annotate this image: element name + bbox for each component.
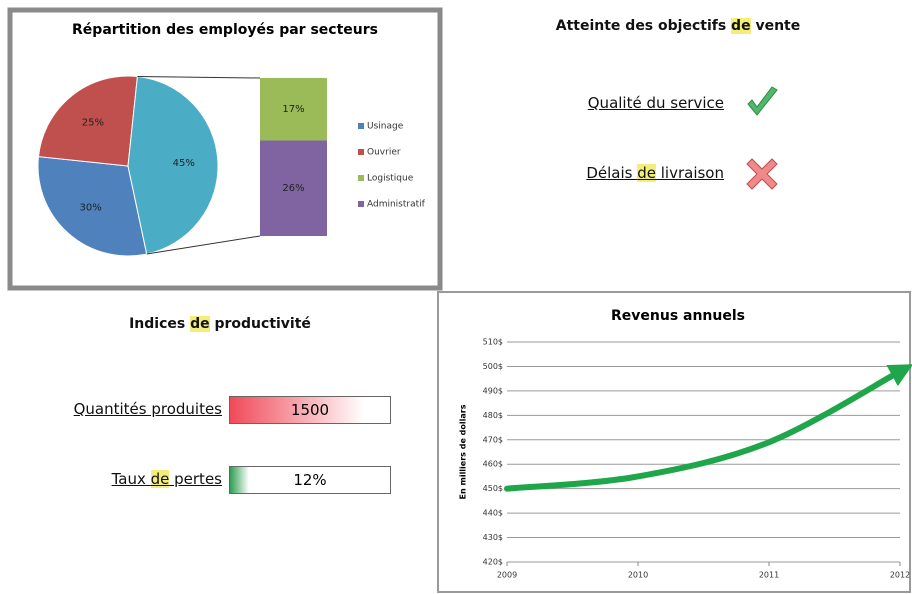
pie-label: 25% xyxy=(82,118,104,129)
text-part: Quantités produites xyxy=(73,400,222,418)
line-series xyxy=(504,364,912,492)
y-tick-label: 470$ xyxy=(483,435,503,444)
y-tick-label: 430$ xyxy=(483,533,503,542)
y-tick-label: 490$ xyxy=(483,386,503,395)
legend-swatch xyxy=(358,201,364,207)
text-part: pertes xyxy=(169,470,222,488)
y-axis-label: En milliers de dollars xyxy=(459,404,468,499)
text-part: Indices xyxy=(129,316,191,332)
text-part: de xyxy=(150,470,170,488)
panel-border xyxy=(7,7,443,291)
objective-label: Délais de livraison xyxy=(500,164,724,182)
text-part: de xyxy=(190,316,210,332)
legend-swatch xyxy=(358,175,364,181)
check-icon xyxy=(747,86,778,116)
pie-slice xyxy=(37,156,148,257)
legend-label: Administratif xyxy=(367,200,426,210)
y-tick-label: 440$ xyxy=(483,509,503,518)
productivity-label: Quantités produites xyxy=(20,400,222,418)
productivity-label: Taux de pertes xyxy=(20,470,222,488)
y-tick-label: 460$ xyxy=(483,460,503,469)
data-bar-box: 1500 xyxy=(229,396,391,424)
productivity-title: Indices de productivité xyxy=(0,316,440,332)
line-title: Revenus annuels xyxy=(611,308,745,324)
legend-label: Ouvrier xyxy=(367,148,401,158)
bar-segment xyxy=(260,78,327,141)
text-part: vente xyxy=(750,18,801,34)
text-part: Atteinte des objectifs xyxy=(555,18,732,34)
data-bar-box: 12% xyxy=(229,466,391,494)
connector xyxy=(146,235,261,255)
y-tick-label: 480$ xyxy=(483,411,503,420)
x-tick-label: 2012 xyxy=(890,571,910,580)
y-tick-label: 420$ xyxy=(483,558,503,567)
pie-label: 45% xyxy=(173,158,195,169)
y-tick-label: 510$ xyxy=(483,338,503,347)
text-part: Taux xyxy=(111,470,151,488)
x-tick-label: 2010 xyxy=(628,571,648,580)
panel-border xyxy=(437,291,911,593)
pie-label: 30% xyxy=(80,202,102,213)
data-bar-value: 1500 xyxy=(290,401,330,419)
text-part: de xyxy=(731,18,751,34)
data-bar xyxy=(230,397,365,423)
data-bar-value: 12% xyxy=(293,471,327,489)
legend-label: Usinage xyxy=(367,122,404,132)
x-tick-label: 2009 xyxy=(497,571,517,580)
legend-swatch xyxy=(358,149,364,155)
text-part: de xyxy=(637,164,656,182)
data-bar xyxy=(230,467,250,493)
objective-label: Qualité du service xyxy=(500,94,724,112)
bar-label: 17% xyxy=(282,104,304,115)
x-tick-label: 2011 xyxy=(759,571,779,580)
legend-label: Logistique xyxy=(367,174,414,184)
text-part: Délais xyxy=(586,164,638,182)
pie-slice xyxy=(127,75,219,255)
objectives-title: Atteinte des objectifs de vente xyxy=(438,18,912,34)
cross-icon xyxy=(746,158,778,190)
text-part: productivité xyxy=(209,316,311,332)
text-part: livraison xyxy=(655,164,724,182)
pie-title: Répartition des employés par secteurs xyxy=(72,22,378,38)
connector xyxy=(137,75,261,79)
legend-swatch xyxy=(358,123,364,129)
bar-label: 26% xyxy=(282,183,304,194)
y-tick-label: 450$ xyxy=(483,484,503,493)
text-part: Qualité du service xyxy=(587,94,724,112)
y-tick-label: 500$ xyxy=(483,362,503,371)
bar-segment xyxy=(260,140,327,236)
pie-slice xyxy=(37,75,138,167)
